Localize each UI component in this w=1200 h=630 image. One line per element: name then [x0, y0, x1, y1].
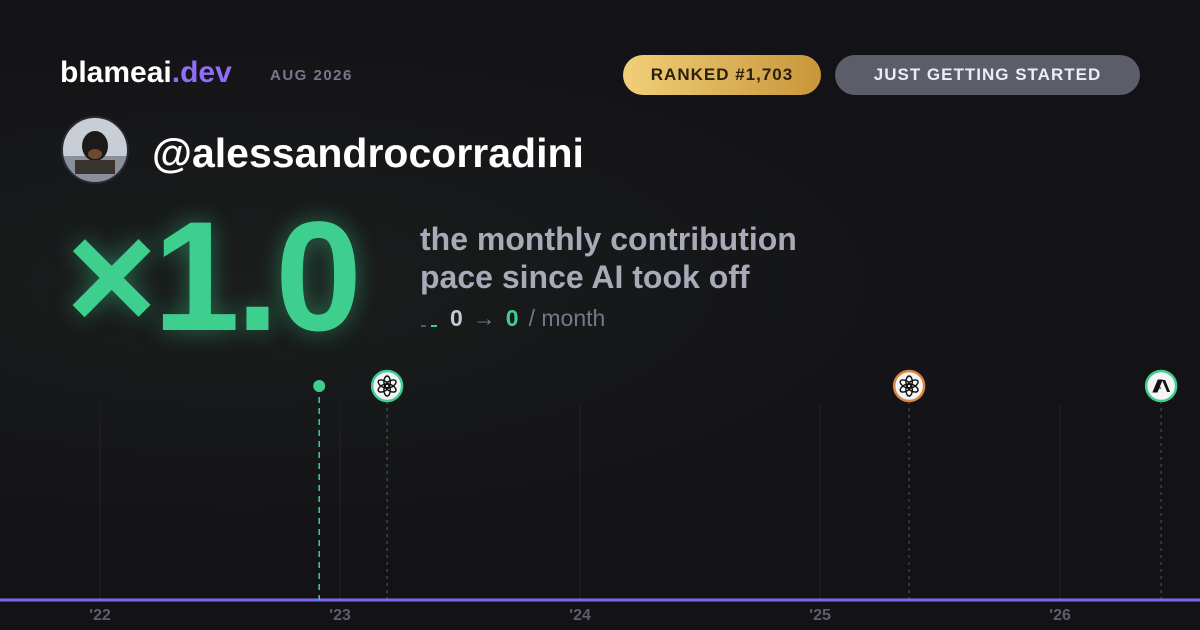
date: AUG 2026 [270, 67, 353, 84]
pace-change: 0 → 0 / month [420, 305, 605, 332]
timeline-event [313, 380, 326, 600]
unit: / month [528, 305, 606, 331]
event-dot [313, 380, 326, 392]
sparkline [421, 324, 437, 327]
event-icon [892, 369, 926, 403]
timeline: '22 '23 '24 '25 '26 [0, 369, 1200, 624]
brand-suffix: .dev [171, 56, 232, 89]
before-value: 0 [450, 305, 463, 331]
rank-badge: RANKED #1,703 [623, 55, 821, 95]
event-icon [370, 369, 404, 403]
description-line: pace since AI took off [420, 259, 750, 295]
brand-name: blameai [60, 56, 172, 89]
x-tick-label: '23 [329, 607, 351, 624]
logo-petal [899, 379, 912, 389]
arrow: → [472, 305, 496, 331]
logo [1162, 380, 1171, 392]
x-tick-label: '22 [89, 607, 111, 624]
description: the monthly contribution pace since AI t… [420, 220, 797, 296]
timeline-event [892, 369, 926, 600]
multiplier: ×1.0 [66, 190, 362, 364]
x-tick-label: '26 [1049, 607, 1071, 624]
timeline-event [1144, 369, 1178, 600]
description-line: the monthly contribution [420, 221, 797, 257]
x-tick-label: '25 [809, 607, 831, 624]
handle: @alessandrocorradini [152, 130, 584, 176]
status-badge: JUST GETTING STARTED [835, 55, 1140, 95]
x-tick-label: '24 [569, 607, 591, 624]
brand: blameai.dev [60, 56, 232, 90]
timeline-event [370, 369, 404, 600]
avatar [61, 116, 129, 184]
event-icon [1144, 369, 1178, 403]
after-value: 0 [505, 305, 519, 331]
logo-petal [377, 379, 390, 389]
